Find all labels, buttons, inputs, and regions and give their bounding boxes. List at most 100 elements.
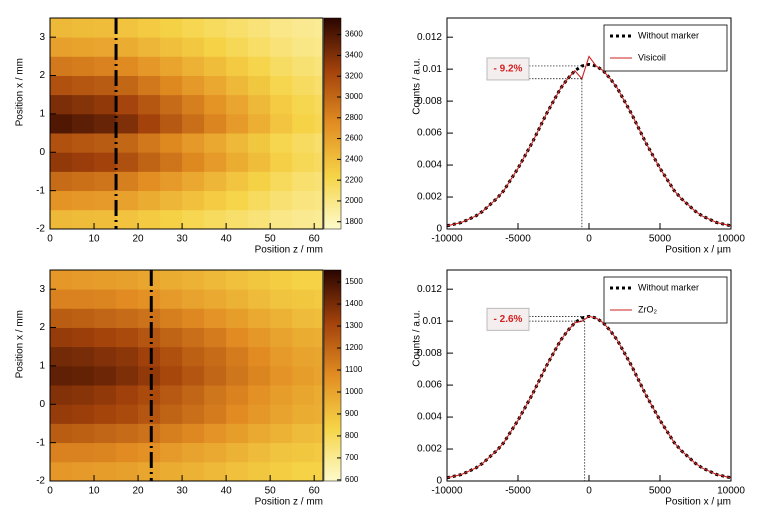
x-tick-label: 0 [47,234,53,245]
heat-cell [292,37,315,57]
heat-cell [226,18,249,38]
heat-cell [160,94,183,115]
annotation-box [486,307,530,331]
heat-cell [292,461,315,482]
heat-cell [50,442,73,463]
heat-cell [138,308,161,328]
heat-cell [182,327,205,348]
heat-cell [138,209,161,230]
annotation-box [486,57,530,81]
heat-cell [248,327,271,348]
heat-cell [160,56,183,76]
heat-cell [72,113,95,134]
heat-cell [138,133,161,153]
heat-cell [138,385,161,405]
heat-cell [270,56,293,76]
heat-cell [160,365,183,386]
heat-cell [138,56,161,76]
heat-cell [116,404,139,424]
heat-cell [160,113,183,134]
heat-cell [314,113,324,134]
y-tick-label: 0.012 [417,32,442,43]
heat-cell [292,270,315,290]
heat-cell [116,133,139,153]
colorbar-tick-label: 3000 [345,92,363,101]
colorbar-tick-label: 1200 [345,343,363,352]
heat-cell [204,404,227,424]
heat-cell [50,171,73,192]
x-axis-label: Position z / mm [255,497,323,508]
heat-cell [160,190,183,211]
heat-cell [72,37,95,57]
x-tick-label: -10000 [431,234,463,245]
heat-cell [270,308,293,328]
heat-cell [248,209,271,230]
colorbar [323,269,342,482]
heat-cell [182,461,205,482]
heat-cell [292,113,315,134]
y-tick-label: 3 [39,32,45,43]
heat-cell [182,289,205,309]
heat-cell [138,404,161,424]
heat-cell [50,133,73,153]
heat-cell [314,423,324,444]
heat-cell [226,423,249,444]
heat-cell [160,442,183,463]
heat-cell [248,75,271,96]
heat-cell [270,18,293,38]
heat-cell [270,442,293,463]
x-tick-label: 10000 [717,234,745,245]
x-tick-label: 20 [133,234,145,245]
x-tick-label: 60 [309,486,321,497]
heat-cell [248,37,271,57]
y-tick-label: 0.008 [417,348,442,359]
heat-cell [94,113,117,134]
heat-cell [72,327,95,348]
heat-cell [204,346,227,367]
heat-cell [204,171,227,192]
heat-cell [314,56,324,76]
y-tick-label: -1 [36,185,45,196]
heat-cell [160,404,183,424]
heat-cell [204,308,227,328]
heat-cell [160,18,183,38]
colorbar-tick-label: 2400 [345,154,363,163]
legend-label: ZrO₂ [638,304,657,314]
heat-cell [160,133,183,153]
x-tick-label: 10 [88,234,100,245]
heat-cell [94,423,117,444]
heat-cell [226,37,249,57]
heat-cell [116,113,139,134]
x-tick-label: 0 [47,486,53,497]
heat-cell [204,327,227,348]
colorbar-tick-label: 800 [345,431,359,440]
colorbar-tick-label: 2600 [345,134,363,143]
heat-cell [314,289,324,309]
heat-cell [292,346,315,367]
y-tick-label: 0.01 [423,64,443,75]
heat-cell [292,365,315,386]
heat-cell [50,385,73,405]
heat-cell [116,94,139,115]
heat-cell [116,56,139,76]
heat-cell [226,442,249,463]
heat-cell [204,423,227,444]
heat-cell [248,133,271,153]
y-tick-label: -2 [36,224,45,235]
heat-cell [270,346,293,367]
heat-cell [94,94,117,115]
heat-cell [314,37,324,57]
y-axis-label: Position x / mm [15,58,26,126]
legend-label: Without marker [638,282,699,292]
colorbar-tick-label: 900 [345,409,359,418]
heat-cell [50,327,73,348]
heat-cell [116,37,139,57]
heat-cell [292,327,315,348]
heat-cell [226,56,249,76]
heat-cell [116,270,139,290]
heat-cell [292,171,315,192]
heat-cell [204,289,227,309]
heat-cell [138,75,161,96]
heat-cell [248,171,271,192]
